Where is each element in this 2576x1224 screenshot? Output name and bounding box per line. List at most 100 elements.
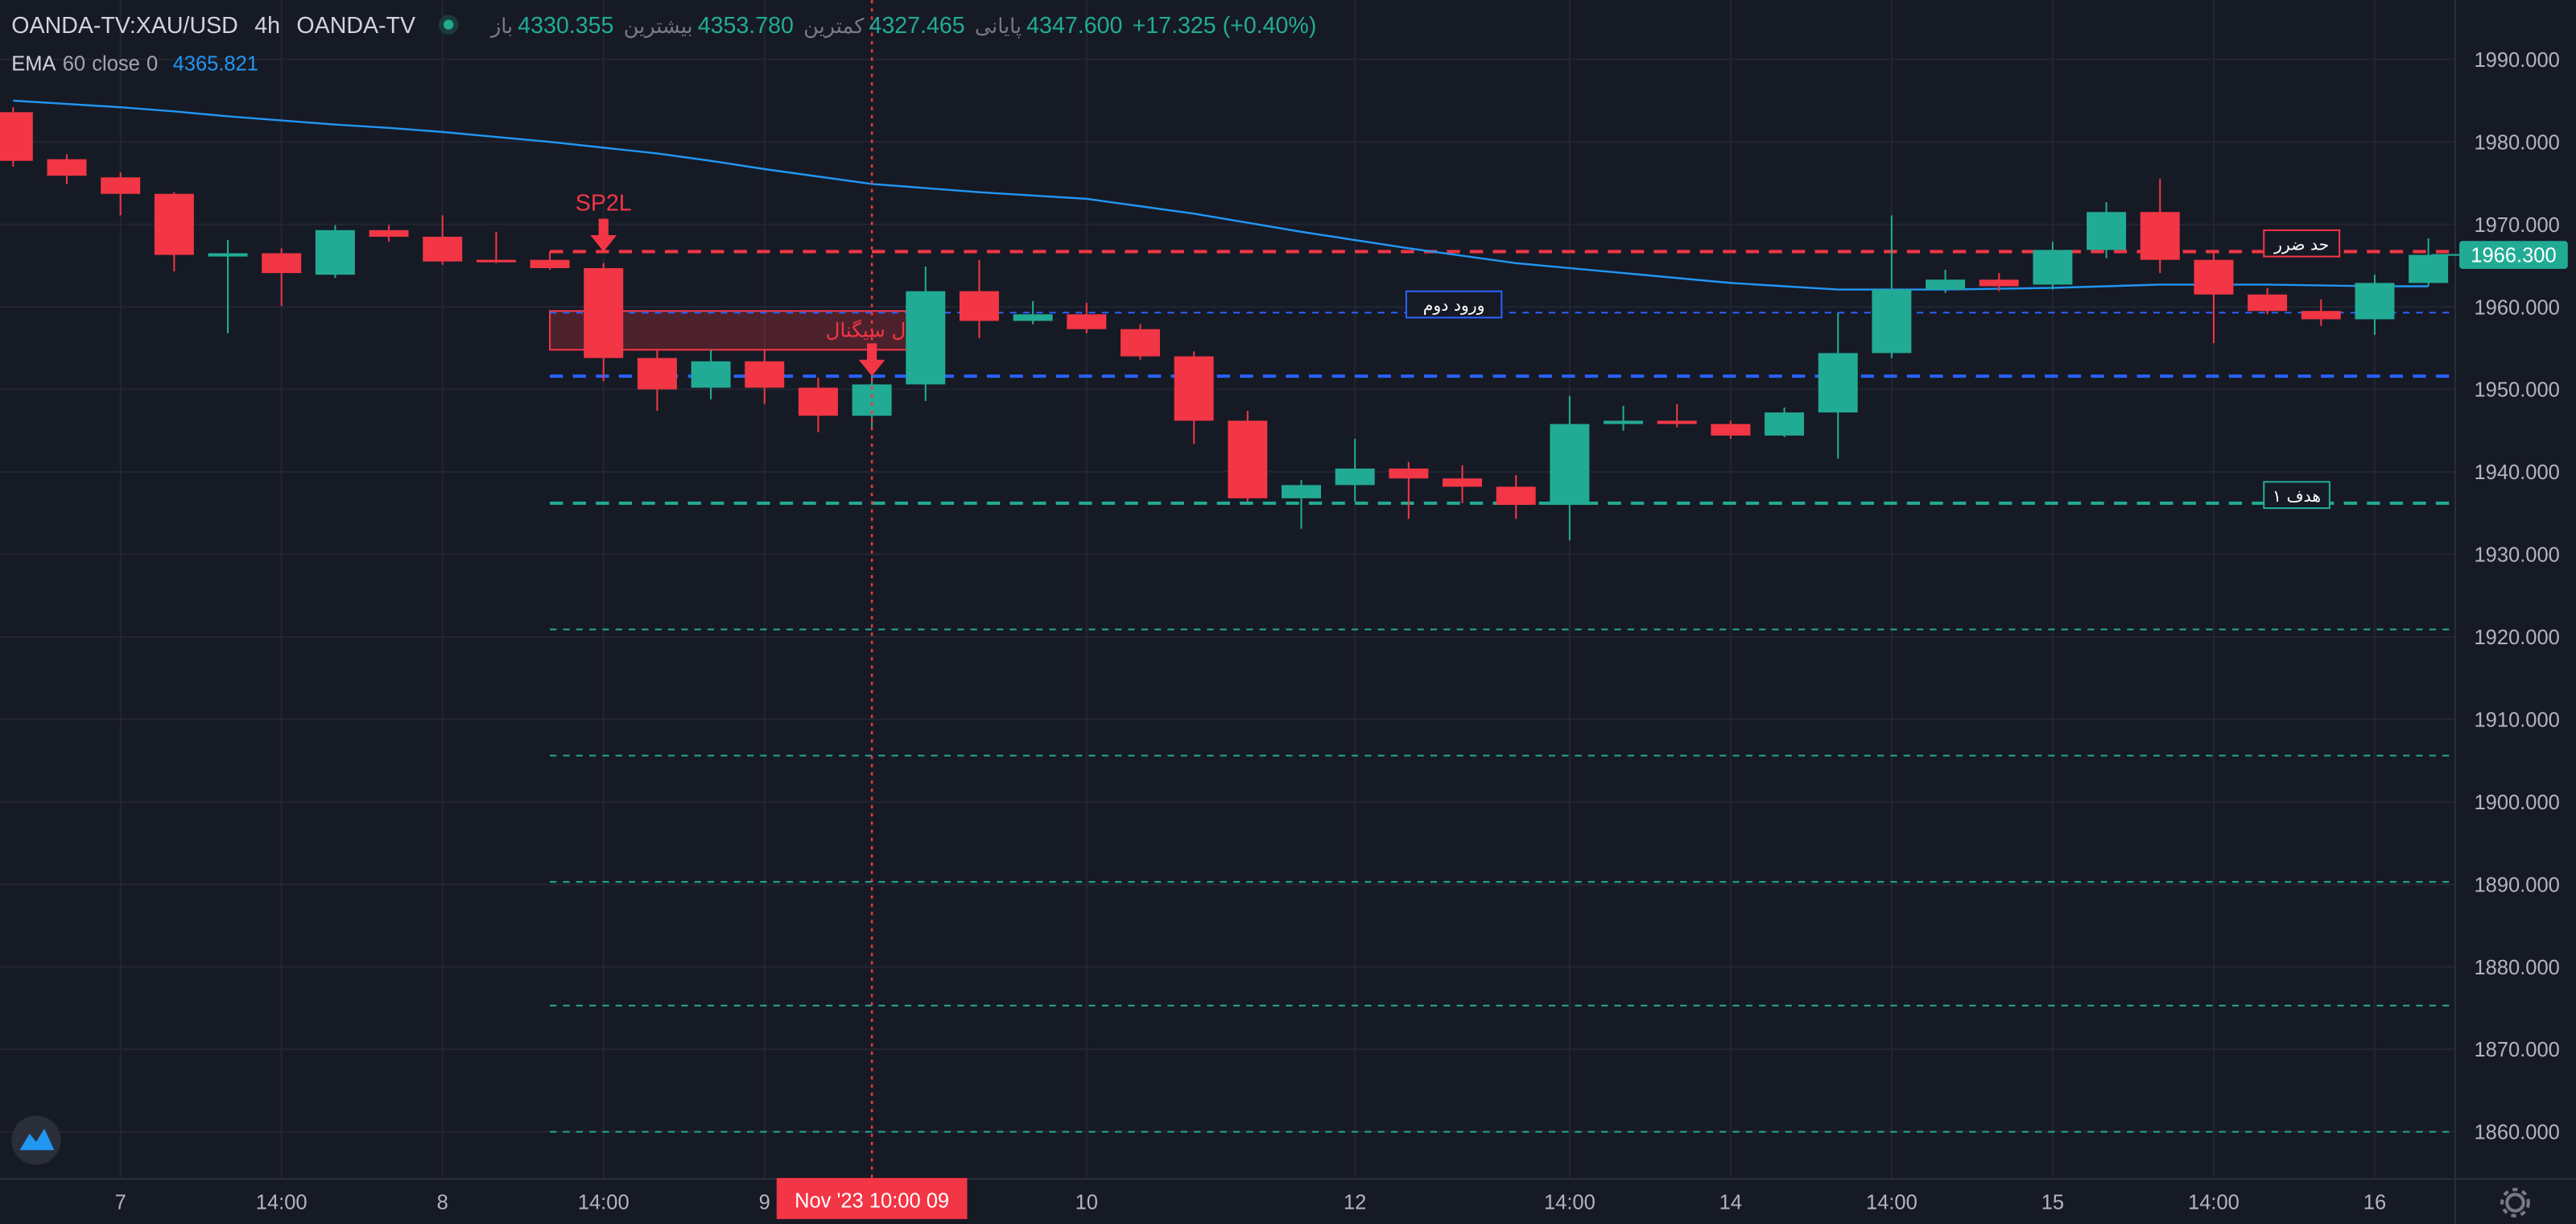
x-tick-label: 14:00 <box>256 1192 308 1214</box>
ohlc-value: 4330.355 <box>518 11 614 38</box>
x-tick-label: 15 <box>2041 1192 2064 1214</box>
x-tick-label: 10 <box>1075 1192 1098 1214</box>
y-tick-label: 1900.000 <box>2474 792 2559 814</box>
candle-body <box>1926 279 1966 290</box>
y-tick-label: 1880.000 <box>2474 957 2559 979</box>
y-tick-label: 1990.000 <box>2474 49 2559 72</box>
candle-body <box>959 291 999 321</box>
change: +17.325 (+0.40%) <box>1132 11 1317 38</box>
candle-body <box>423 237 463 262</box>
candle-body <box>208 253 248 257</box>
signal-arrow <box>858 343 886 377</box>
candle-body <box>2087 212 2127 250</box>
interval[interactable]: 4h <box>254 11 281 38</box>
y-tick-label: 1930.000 <box>2474 544 2559 567</box>
ohlc-value: 4353.780 <box>697 11 794 38</box>
level-label-box <box>1405 290 1503 319</box>
x-tick-label: 14 <box>1719 1192 1742 1214</box>
candle-body <box>1174 356 1214 421</box>
crosshair-label: Nov '23 10:00 09 <box>795 1190 949 1213</box>
y-tick-label: 1860.000 <box>2474 1122 2559 1144</box>
x-tick-label: 14:00 <box>578 1192 630 1214</box>
y-tick-label: 1970.000 <box>2474 214 2559 237</box>
level-label: هدف ۱ <box>2273 486 2321 506</box>
ohlc-label: پایانی <box>974 12 1022 37</box>
indicator-length: 60 <box>62 52 86 76</box>
candle-body <box>262 253 302 274</box>
ohlc-label: باز <box>490 12 514 37</box>
candle-body <box>2033 250 2073 285</box>
ohlc-label: کمترین <box>803 12 865 37</box>
y-tick-label: 1960.000 <box>2474 296 2559 319</box>
candle-body <box>1657 420 1697 424</box>
candle-body <box>2301 311 2341 320</box>
candle-body <box>852 384 892 416</box>
last-price-label: 1966.300 <box>2471 245 2556 267</box>
candle-body <box>0 112 33 161</box>
candle-body <box>1389 468 1429 479</box>
y-tick-label: 1910.000 <box>2474 709 2559 731</box>
y-tick-label: 1890.000 <box>2474 874 2559 896</box>
candle-body <box>1550 424 1590 505</box>
candle-body <box>798 387 838 416</box>
source: OANDA-TV <box>296 11 416 38</box>
ohlc-label: بیشترین <box>623 12 693 37</box>
candle-body <box>1765 412 1805 436</box>
candle-body <box>1120 329 1160 357</box>
ohlc-value: 4327.465 <box>869 11 965 38</box>
settings-icon[interactable] <box>2500 1188 2530 1218</box>
x-tick-label: 9 <box>759 1192 770 1214</box>
indicator-legend[interactable]: EMA 60 close 0 4365.821 <box>11 52 265 76</box>
candle-body <box>1013 314 1053 321</box>
status-dot <box>438 14 459 35</box>
last-price-box <box>2459 241 2568 269</box>
y-tick-label: 1870.000 <box>2474 1039 2559 1061</box>
crosshair-label-box <box>776 1177 968 1219</box>
y-tick-label: 1980.000 <box>2474 131 2559 154</box>
candle-body <box>1711 424 1751 436</box>
candle-body <box>2409 254 2449 283</box>
level-label: حد ضرر <box>2273 234 2329 254</box>
plot-area: ل سیگنال حد ضرر ورود دوم هدف ۱ SP2L <box>0 0 2454 1178</box>
candle-body <box>476 259 516 263</box>
x-tick-label: 14:00 <box>2188 1192 2240 1214</box>
candle-body <box>154 193 194 255</box>
axes: 1860.000 1870.000 1880.000 1890.000 1900.000… <box>115 49 2568 1219</box>
ema-line <box>13 99 2429 291</box>
level-label-box <box>2263 229 2341 258</box>
candle-body <box>1443 478 1483 487</box>
zone-label: ل سیگنال <box>826 318 906 341</box>
level-label: ورود دوم <box>1423 296 1485 315</box>
indicator-source: close <box>92 52 140 76</box>
candle-body <box>584 267 624 358</box>
candle-body <box>2248 294 2288 312</box>
symbol-header: OANDA-TV:XAU/USD 4h OANDA-TV باز 4330.355… <box>11 11 1316 38</box>
candle-body <box>2355 283 2395 320</box>
indicator-name: EMA <box>11 52 56 76</box>
indicator-value: 4365.821 <box>172 52 258 76</box>
candle-body <box>2140 212 2180 260</box>
y-tick-label: 1940.000 <box>2474 461 2559 484</box>
ohlc-value: 4347.600 <box>1026 11 1123 38</box>
candle-body <box>1979 279 2019 287</box>
candle-body <box>47 159 87 176</box>
logo[interactable] <box>11 1115 61 1165</box>
candle-body <box>745 361 785 388</box>
x-tick-label: 14:00 <box>1544 1192 1596 1214</box>
signal-label: SP2L <box>576 190 632 216</box>
candle-body <box>691 361 731 388</box>
symbol[interactable]: OANDA-TV:XAU/USD <box>11 11 238 38</box>
candle-body <box>1872 289 1912 354</box>
candle-body <box>101 177 141 194</box>
candle-body <box>1496 486 1536 505</box>
x-tick-label: 8 <box>437 1192 448 1214</box>
indicator-offset: 0 <box>147 52 159 76</box>
y-tick-label: 1920.000 <box>2474 626 2559 649</box>
candle-body <box>1228 420 1268 498</box>
level-label-box <box>2263 481 2330 510</box>
candle-body <box>1282 485 1321 498</box>
candle-body <box>315 229 355 275</box>
x-tick-label: 7 <box>115 1192 126 1214</box>
